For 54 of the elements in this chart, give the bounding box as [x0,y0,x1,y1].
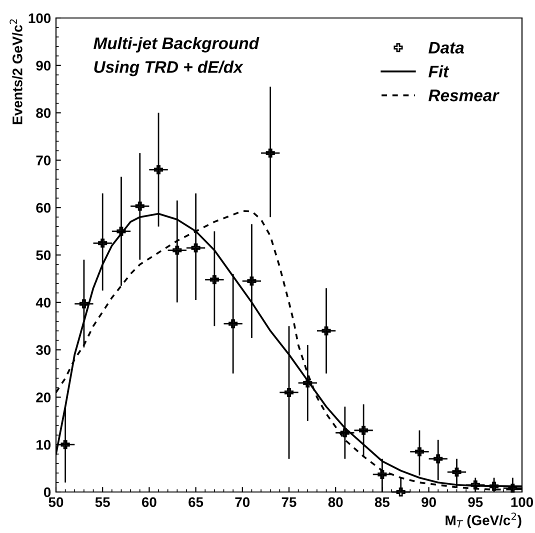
y-tick-label: 30 [36,345,51,355]
annotation: Using TRD + dE/dx [94,60,244,76]
point [490,482,499,491]
point [434,454,443,464]
point [452,468,462,477]
annotation: Multi-jet Background [94,36,260,52]
y-tick-label: 60 [36,202,51,213]
y-tick-label: 100 [28,13,51,24]
x-tick-label: 85 [374,497,390,508]
point [284,388,294,397]
point [414,447,424,456]
legend-label: Resmear [428,90,500,102]
point [228,319,238,328]
point [322,326,331,336]
x-tick-label: 70 [235,497,250,508]
y-tick-label: 70 [36,156,51,166]
point [191,243,200,252]
x-tick-label: 75 [282,497,296,508]
point [135,202,144,211]
point [247,276,256,286]
point [266,148,275,158]
point [508,484,518,493]
x-tick-label: 60 [142,497,156,508]
x-tick-label: 100 [511,497,534,508]
point [359,426,368,435]
y-tick-label: 50 [36,250,51,260]
y-tick-label: 40 [36,298,51,308]
x-tick-label: 95 [468,497,483,508]
point [60,440,70,450]
point [116,226,126,236]
y-tick-label: 20 [36,392,51,402]
point [303,378,312,388]
point [396,487,406,497]
point [98,238,108,248]
y-tick-label: 0 [44,487,51,498]
y-tick-label: 80 [36,108,51,118]
legend-label: Fit [428,65,450,78]
x-tick-label: 80 [328,497,343,508]
x-axis-title: M$_{T}$ (GeV/c$^{2}$) [446,512,522,528]
x-tick-label: 50 [48,497,64,508]
point [79,299,88,308]
legend-label: Data [428,42,464,54]
x-tick-label: 90 [422,497,436,508]
point [378,470,387,479]
point [210,275,219,284]
y-axis-title: Events/2 GeV/c$^{2}$ [10,19,22,124]
y-tick-label: 10 [36,440,51,450]
point [172,246,182,255]
point [340,428,350,438]
y-tick-label: 90 [36,60,51,71]
point [154,165,164,174]
point [470,480,480,490]
x-tick-label: 55 [95,497,110,508]
x-tick-label: 65 [188,497,204,508]
